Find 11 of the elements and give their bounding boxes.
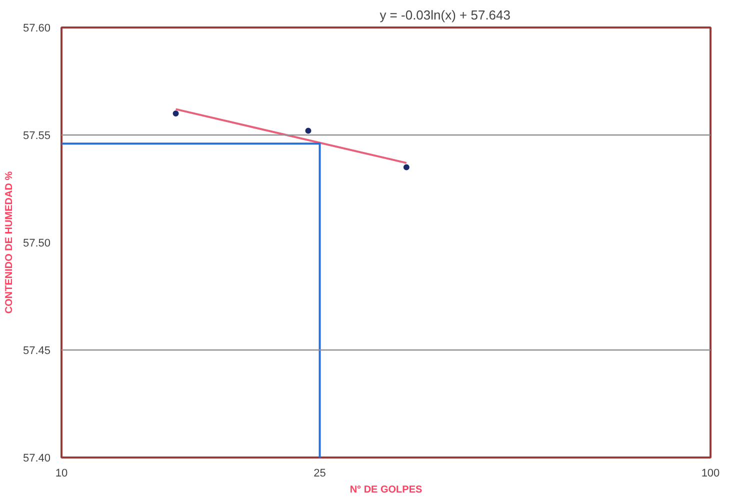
y-tick-label: 57.45 — [22, 345, 51, 357]
y-tick-label: 57.40 — [22, 452, 51, 464]
y-tick-label: 57.55 — [22, 130, 51, 142]
x-tick-label: 10 — [55, 468, 68, 480]
x-tick-label: 100 — [701, 468, 720, 480]
x-tick-label: 25 — [314, 468, 326, 480]
y-tick-label: 57.50 — [22, 238, 51, 250]
x-axis-title: N° DE GOLPES — [350, 484, 422, 496]
y-axis-title: CONTENIDO DE HUMEDAD % — [4, 171, 15, 314]
y-tick-label: 57.60 — [22, 22, 51, 34]
text: y = -0.03ln(x) + 57.643 — [380, 8, 511, 22]
